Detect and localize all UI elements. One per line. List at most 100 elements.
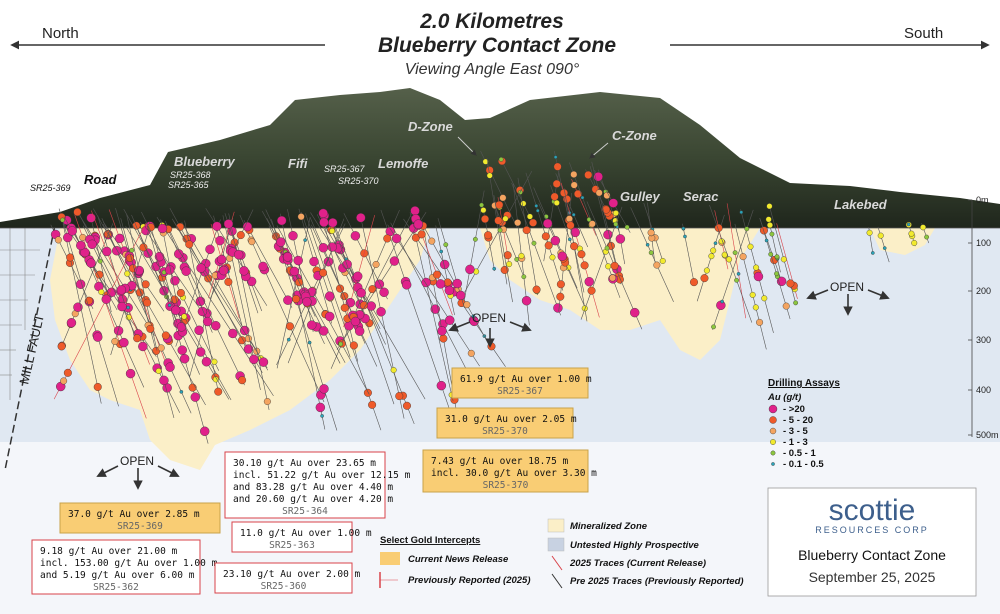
- assay-dot: [349, 341, 358, 350]
- drill-trace: [298, 208, 333, 324]
- drill-trace: [287, 218, 345, 364]
- assay-dot: [196, 263, 206, 273]
- legend-label: Pre 2025 Traces (Previously Reported): [570, 576, 744, 587]
- assay-dot: [218, 265, 229, 276]
- legend-dot: [770, 439, 776, 445]
- assay-dot: [181, 266, 191, 276]
- assay-dot: [443, 242, 449, 248]
- assay-dot: [309, 256, 319, 267]
- assay-dot: [157, 344, 165, 352]
- assay-dot: [445, 315, 455, 325]
- drill-trace: [164, 220, 245, 386]
- assay-dot: [604, 245, 610, 251]
- assay-dot: [703, 267, 710, 274]
- place-label: Blueberry: [174, 154, 235, 169]
- assay-dot: [624, 224, 630, 230]
- assay-dot: [708, 253, 715, 260]
- assay-dot: [374, 279, 385, 289]
- assay-dot: [177, 345, 187, 355]
- assay-dot: [566, 221, 575, 230]
- place-label: Road: [84, 172, 118, 187]
- assay-dot: [194, 325, 204, 335]
- drill-trace: [334, 225, 415, 425]
- assay-dot: [747, 243, 754, 250]
- assay-dot: [212, 221, 222, 231]
- drill-trace: [287, 209, 314, 332]
- legend-swatch: [547, 518, 565, 533]
- depth-label: 200: [976, 286, 991, 296]
- legend-dot: [769, 427, 777, 435]
- drill-trace: [276, 216, 311, 369]
- assay-dot: [132, 221, 141, 230]
- assay-dot: [495, 200, 504, 209]
- assay-dot: [350, 316, 361, 327]
- depth-label: 500m: [976, 430, 999, 440]
- hole-label: SR25-365: [168, 180, 210, 190]
- assay-dot: [239, 266, 249, 276]
- place-label: C-Zone: [612, 128, 657, 143]
- intercept-text: and 5.19 g/t Au over 6.00 m: [40, 570, 195, 581]
- assay-dot: [753, 264, 760, 271]
- legend-label: Mineralized Zone: [570, 521, 648, 532]
- assay-dot: [288, 230, 298, 241]
- logo-date: September 25, 2025: [809, 569, 936, 585]
- assay-dot: [720, 299, 724, 304]
- legend-label: - 0.1 - 0.5: [783, 459, 824, 470]
- assay-dot: [565, 215, 573, 223]
- drill-trace: [759, 218, 791, 320]
- assay-dot: [353, 271, 363, 281]
- assay-dot: [228, 328, 238, 339]
- assay-dot: [439, 249, 444, 254]
- assay-dot: [436, 380, 447, 391]
- assay-dot: [195, 347, 206, 357]
- assay-dot: [379, 287, 389, 297]
- assay-dot: [645, 242, 650, 247]
- drill-trace: [726, 203, 747, 319]
- assay-dot: [521, 274, 527, 280]
- assay-dot: [428, 237, 436, 245]
- assay-dot: [610, 261, 619, 270]
- intercept-hole: SR25-367: [497, 386, 543, 397]
- assay-dot: [612, 210, 619, 217]
- assay-dot: [544, 241, 553, 250]
- assay-dot: [101, 294, 111, 304]
- assay-dot: [553, 303, 563, 313]
- drill-trace: [74, 213, 147, 419]
- drill-trace: [227, 221, 263, 312]
- assay-dot: [383, 234, 392, 243]
- legend-swatch: [547, 537, 565, 552]
- legend-label: Current News Release: [408, 554, 509, 565]
- assay-dot: [134, 265, 144, 276]
- assay-dot: [283, 295, 293, 305]
- assay-dot: [793, 300, 799, 306]
- assay-dot: [761, 295, 768, 302]
- assay-dot: [328, 217, 338, 228]
- assay-dot: [395, 392, 404, 401]
- place-label: Gulley: [620, 189, 661, 204]
- assay-dot: [532, 285, 541, 294]
- assay-dot: [587, 286, 596, 295]
- assay-dot: [329, 227, 336, 234]
- assay-dot: [479, 202, 484, 208]
- logo-name: scottie: [829, 494, 916, 527]
- assay-dot: [520, 200, 527, 207]
- depth-label: 100: [976, 238, 991, 248]
- assay-dot: [736, 272, 741, 276]
- assay-dot: [467, 349, 475, 357]
- assay-dot: [549, 254, 556, 261]
- intercept-legend-title: Select Gold Intercepts: [380, 535, 480, 546]
- intercept-box: [31, 539, 201, 595]
- assay-dot: [390, 367, 397, 374]
- assay-dot: [481, 215, 490, 224]
- assay-dot: [60, 217, 65, 223]
- assay-dot: [293, 255, 303, 266]
- assay-dot: [550, 192, 559, 201]
- assay-dot: [413, 219, 424, 229]
- drill-trace: [239, 214, 325, 403]
- assay-dot: [391, 233, 402, 244]
- assay-dot: [54, 236, 62, 244]
- assay-dot: [216, 254, 227, 265]
- assay-dot: [514, 219, 522, 227]
- depth-label: 300: [976, 335, 991, 345]
- assay-dot: [465, 264, 475, 275]
